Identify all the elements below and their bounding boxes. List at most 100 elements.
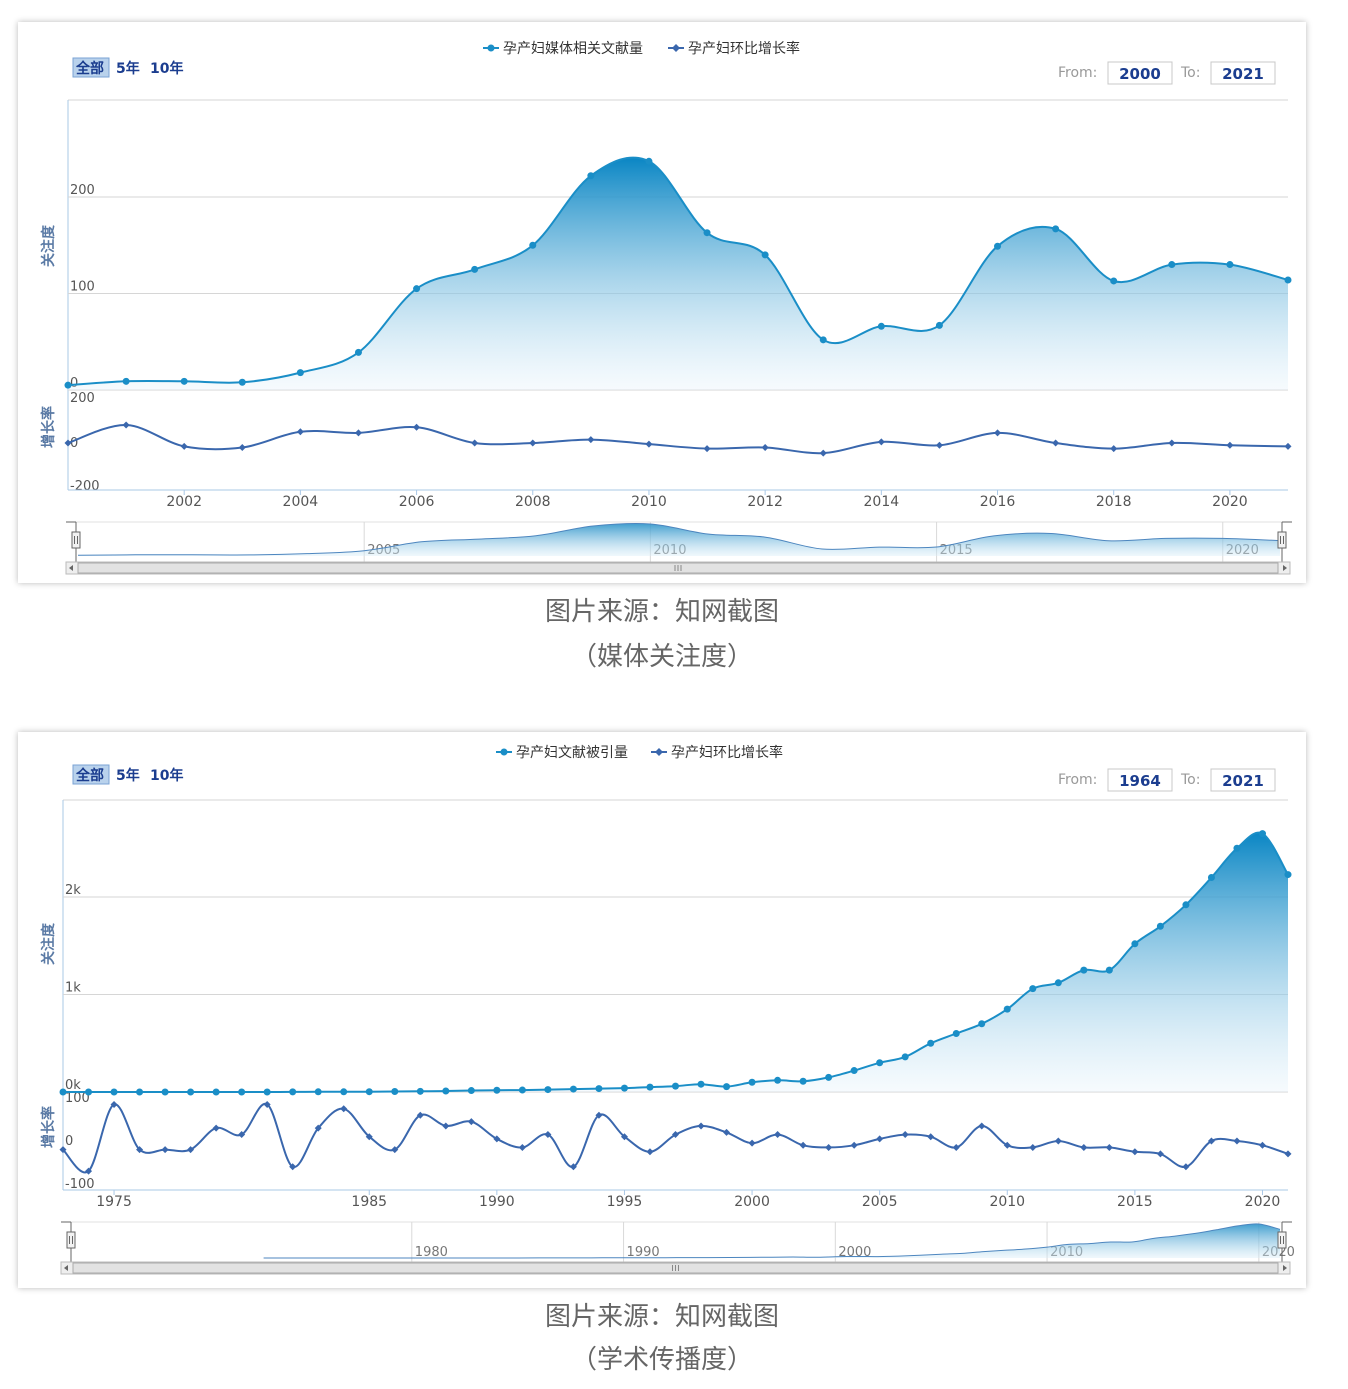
data-point-growth <box>110 1100 118 1108</box>
x-tick-label: 2000 <box>734 1194 770 1210</box>
from-input-box[interactable] <box>1107 768 1173 792</box>
handle-grip[interactable] <box>66 1231 76 1249</box>
data-point <box>354 348 362 356</box>
x-tick-label: 2015 <box>1117 1194 1153 1210</box>
navigator-handle-right[interactable] <box>1277 1221 1292 1262</box>
data-point <box>927 1039 935 1047</box>
to-input-box[interactable] <box>1210 61 1276 85</box>
navigator-scrollbar[interactable] <box>60 1261 1291 1275</box>
data-point-growth <box>935 441 943 449</box>
data-point <box>391 1088 399 1096</box>
range-button-all[interactable]: 全部 <box>75 60 104 77</box>
handle-grip[interactable] <box>71 531 81 549</box>
to-input[interactable]: 2021 <box>1222 772 1264 790</box>
range-button-5y[interactable]: 5年 <box>116 60 140 77</box>
from-input[interactable]: 1964 <box>1119 772 1161 790</box>
data-point <box>774 1076 782 1084</box>
from-input[interactable]: 2000 <box>1119 65 1161 83</box>
data-point-growth <box>877 438 885 446</box>
x-tick-label: 2014 <box>864 494 900 510</box>
data-point-growth <box>212 1124 220 1132</box>
range-button-all-bg[interactable] <box>72 57 110 78</box>
data-point-growth <box>876 1135 884 1143</box>
data-point <box>180 377 188 385</box>
data-point <box>212 1088 220 1096</box>
y-tick-top: 0k <box>65 1078 81 1093</box>
data-point-growth <box>1131 1148 1139 1156</box>
legend-dot-2 <box>672 44 680 52</box>
range-button-5y[interactable]: 5年 <box>116 767 140 784</box>
data-point <box>263 1088 271 1096</box>
data-point-growth <box>1182 1163 1190 1171</box>
y-tick-top: 1k <box>65 981 81 996</box>
data-point <box>340 1088 348 1096</box>
range-button-10y[interactable]: 10年 <box>150 767 183 784</box>
data-point-growth <box>761 444 769 451</box>
legend-item[interactable]: 孕产妇环比增长率 <box>688 40 800 57</box>
navigator-tick: 1980 <box>415 1245 448 1260</box>
legend: 孕产妇媒体相关文献量 孕产妇环比增长率 <box>483 40 800 57</box>
chart-panel-academic: 孕产妇文献被引量 孕产妇环比增长率 全部 5年 10年 From: 1964 To: 2021 关… <box>18 732 1306 1288</box>
x-tick-label: 2005 <box>862 1194 898 1210</box>
navigator-handle-left[interactable] <box>66 521 81 562</box>
x-tick-label: 2002 <box>166 494 202 510</box>
navigator-handle-left[interactable] <box>61 1221 76 1262</box>
data-point <box>1258 830 1266 838</box>
data-point <box>365 1088 373 1096</box>
to-input[interactable]: 2021 <box>1222 65 1264 83</box>
caption-subtitle: （媒体关注度） <box>570 642 753 672</box>
scroll-right-icon[interactable] <box>1283 1265 1287 1271</box>
x-tick-label: 1975 <box>96 1194 132 1210</box>
data-point-growth <box>978 1122 986 1130</box>
data-point-growth <box>493 1135 501 1143</box>
data-point-growth <box>59 1146 67 1154</box>
data-point <box>994 242 1002 250</box>
data-point-growth <box>442 1122 450 1130</box>
navigator-scrollbar[interactable] <box>65 561 1291 575</box>
data-point <box>799 1077 807 1085</box>
legend-item[interactable]: 孕产妇环比增长率 <box>671 744 783 761</box>
x-tick-label: 2020 <box>1245 1194 1281 1210</box>
x-tick-label: 2020 <box>1212 494 1248 510</box>
data-point <box>697 1080 705 1088</box>
data-point-growth <box>1284 1150 1292 1158</box>
data-point-growth <box>471 439 479 447</box>
data-point <box>1080 966 1088 974</box>
scroll-left-icon[interactable] <box>69 565 73 571</box>
data-point <box>518 1086 526 1094</box>
data-point <box>529 241 537 249</box>
data-point <box>935 321 943 329</box>
range-button-10y[interactable]: 10年 <box>150 60 183 77</box>
handle-grip[interactable] <box>1277 1231 1287 1249</box>
range-button-all-bg[interactable] <box>72 764 110 785</box>
data-point-growth <box>587 436 595 444</box>
data-point-growth <box>1080 1143 1088 1151</box>
data-point <box>1003 1005 1011 1013</box>
data-point-growth <box>819 449 827 457</box>
data-point-growth <box>774 1131 782 1139</box>
data-point <box>569 1085 577 1093</box>
data-point <box>877 322 885 330</box>
scroll-left-icon[interactable] <box>64 1265 68 1271</box>
data-point-growth <box>703 445 711 453</box>
data-point <box>442 1087 450 1095</box>
from-input-box[interactable] <box>1107 61 1173 85</box>
series-line-attention <box>67 156 1289 387</box>
data-point-growth <box>994 429 1002 437</box>
caption-title: 图片来源：知网截图 <box>544 1302 779 1332</box>
data-point <box>850 1067 858 1075</box>
scroll-right-icon[interactable] <box>1283 565 1287 571</box>
handle-grip[interactable] <box>1277 531 1287 549</box>
to-input-box[interactable] <box>1210 768 1276 792</box>
data-point <box>296 369 304 377</box>
data-point-growth <box>187 1146 195 1154</box>
navigator-handle-right[interactable] <box>1277 521 1292 562</box>
range-button-all[interactable]: 全部 <box>75 767 104 784</box>
data-point <box>1054 979 1062 987</box>
data-point-growth <box>645 440 653 448</box>
data-point <box>314 1088 322 1096</box>
legend-item[interactable]: 孕产妇文献被引量 <box>516 744 628 761</box>
caption-subtitle: （学术传播度） <box>570 1345 753 1375</box>
legend-item[interactable]: 孕产妇媒体相关文献量 <box>503 40 643 57</box>
